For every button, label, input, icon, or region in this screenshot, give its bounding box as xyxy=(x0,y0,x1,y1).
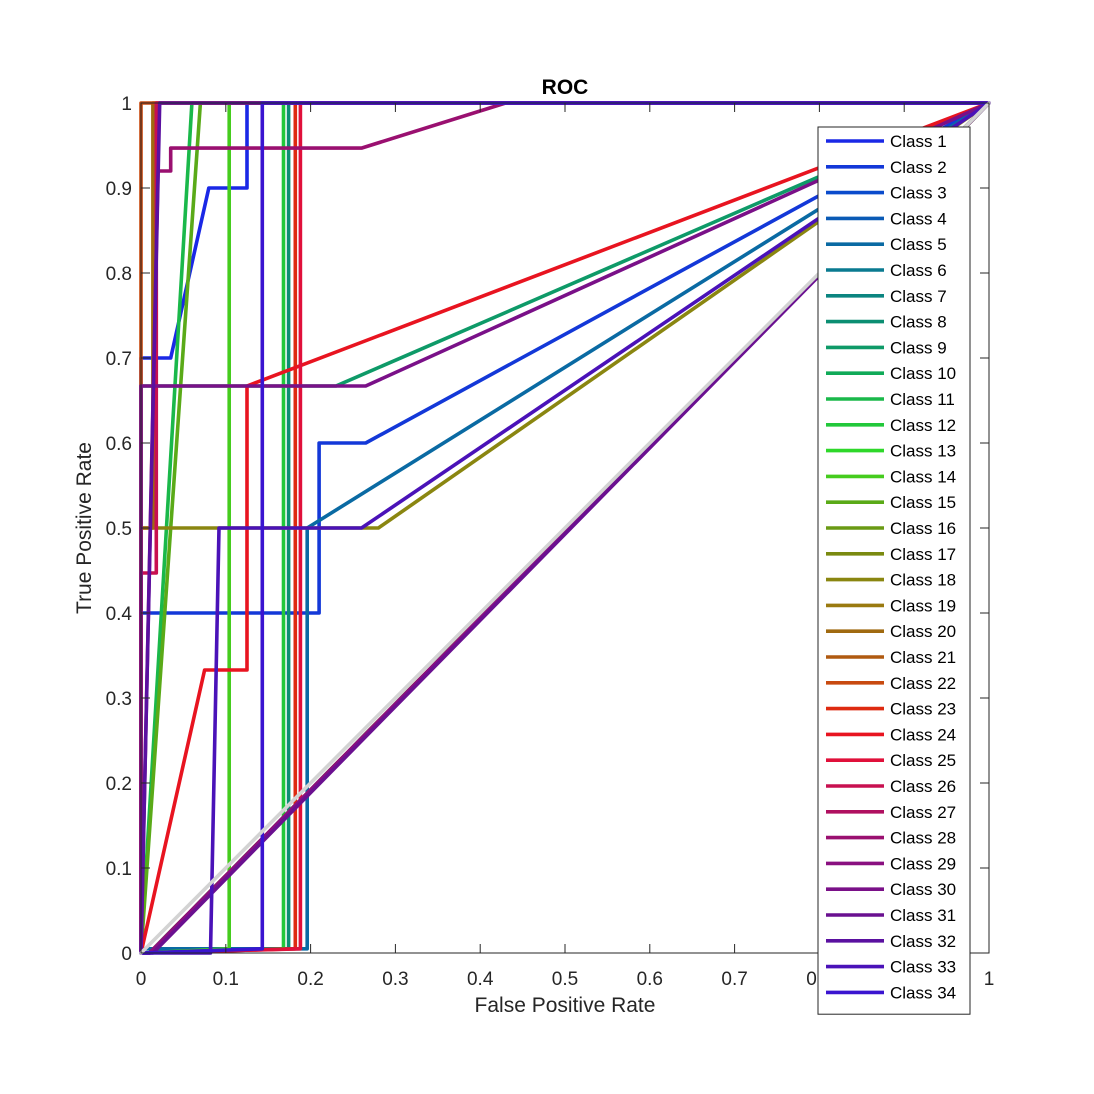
legend-entry-class-20: Class 20 xyxy=(890,622,956,641)
x-tick-label: 0.2 xyxy=(297,969,323,990)
legend-entry-class-11: Class 11 xyxy=(890,390,955,409)
legend-entry-class-26: Class 26 xyxy=(890,777,956,796)
legend-entry-class-25: Class 25 xyxy=(890,751,956,770)
legend-entry-class-15: Class 15 xyxy=(890,493,956,512)
y-tick-label: 0.6 xyxy=(106,434,132,455)
legend-entry-class-1: Class 1 xyxy=(890,132,947,151)
legend-entry-class-19: Class 19 xyxy=(890,596,956,615)
legend-entry-class-27: Class 27 xyxy=(890,803,956,822)
legend-entry-class-6: Class 6 xyxy=(890,261,947,280)
legend-entry-class-21: Class 21 xyxy=(890,648,956,667)
legend-entry-class-5: Class 5 xyxy=(890,235,947,254)
legend-entry-class-29: Class 29 xyxy=(890,854,956,873)
legend-entry-class-14: Class 14 xyxy=(890,467,956,486)
legend-entry-class-9: Class 9 xyxy=(890,338,947,357)
legend-entry-class-13: Class 13 xyxy=(890,442,956,461)
legend-entry-class-12: Class 12 xyxy=(890,416,956,435)
legend-entry-class-22: Class 22 xyxy=(890,674,956,693)
series-line-class-24 xyxy=(139,101,991,955)
legend-entry-class-32: Class 32 xyxy=(890,932,956,951)
legend-entry-class-33: Class 33 xyxy=(890,958,956,977)
legend-entry-class-7: Class 7 xyxy=(890,287,947,306)
x-tick-label: 0.1 xyxy=(213,969,239,990)
y-tick-label: 0.4 xyxy=(106,604,133,625)
x-tick-label: 0.7 xyxy=(721,969,747,990)
x-tick-label: 0.5 xyxy=(552,969,578,990)
legend-box xyxy=(817,126,971,1015)
legend-entry-class-2: Class 2 xyxy=(890,158,947,177)
chart-title: ROC xyxy=(542,76,589,99)
legend-entry-class-10: Class 10 xyxy=(890,364,956,383)
y-tick-label: 0.7 xyxy=(106,349,132,370)
legend-entry-class-24: Class 24 xyxy=(890,725,956,744)
legend-entry-class-16: Class 16 xyxy=(890,519,956,538)
legend-entry-class-31: Class 31 xyxy=(890,906,956,925)
x-axis-label: False Positive Rate xyxy=(475,994,656,1017)
y-tick-label: 1 xyxy=(121,94,132,115)
y-tick-label: 0.5 xyxy=(106,519,132,540)
y-tick-label: 0.9 xyxy=(106,179,132,200)
legend-entry-class-17: Class 17 xyxy=(890,545,956,564)
legend-entry-class-4: Class 4 xyxy=(890,209,947,228)
y-tick-label: 0.8 xyxy=(106,264,132,285)
y-tick-label: 0.2 xyxy=(106,774,132,795)
legend-entry-class-34: Class 34 xyxy=(890,983,956,1002)
legend-entry-class-23: Class 23 xyxy=(890,700,956,719)
y-tick-label: 0.3 xyxy=(106,689,132,710)
y-tick-label: 0.1 xyxy=(106,859,132,880)
legend-entry-class-8: Class 8 xyxy=(890,313,947,332)
x-tick-label: 0.6 xyxy=(637,969,663,990)
legend-entry-class-30: Class 30 xyxy=(890,880,956,899)
x-tick-label: 1 xyxy=(984,969,995,990)
legend: Class 1 Class 2 Class 3 Class 4 Class 5 Class… xyxy=(817,126,971,1015)
legend-entry-class-18: Class 18 xyxy=(890,571,956,590)
x-tick-label: 0.3 xyxy=(382,969,408,990)
legend-entry-class-3: Class 3 xyxy=(890,184,947,203)
x-tick-label: 0 xyxy=(136,969,147,990)
y-axis-label: True Positive Rate xyxy=(73,442,96,614)
x-tick-label: 0.4 xyxy=(467,969,494,990)
legend-entry-class-28: Class 28 xyxy=(890,829,956,848)
y-tick-label: 0 xyxy=(121,944,132,965)
